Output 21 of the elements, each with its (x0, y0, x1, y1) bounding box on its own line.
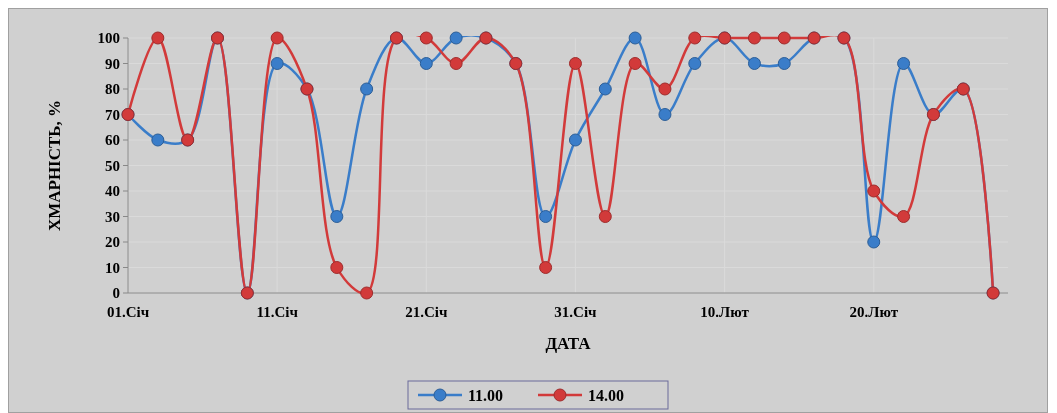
y-tick-label: 70 (105, 106, 120, 123)
x-tick-label: 01.Січ (106, 304, 150, 320)
x-tick-label: 11.Січ (256, 304, 299, 320)
y-tick-label: 0 (112, 285, 120, 302)
x-tick-label: 21.Січ (405, 304, 448, 320)
x-tick-label: 20.Лют (849, 304, 899, 320)
y-tick-label: 30 (105, 208, 120, 225)
legend-label: 11.00 (468, 386, 504, 404)
x-axis-title: ДАТА (545, 334, 592, 353)
x-tick-label: 31.Січ (554, 304, 598, 320)
y-tick-label: 100 (97, 30, 120, 47)
y-tick-label: 90 (105, 55, 120, 72)
legend-label: 14.00 (588, 386, 624, 404)
y-tick-label: 50 (105, 157, 120, 174)
y-tick-label: 20 (105, 234, 120, 251)
y-tick-label: 40 (105, 183, 120, 200)
y-axis-title: ХМАРНІСТЬ, % (45, 99, 64, 232)
y-tick-label: 80 (105, 81, 120, 98)
y-tick-label: 10 (105, 259, 120, 276)
x-tick-label: 10.Лют (700, 304, 750, 320)
y-tick-label: 60 (105, 132, 120, 149)
